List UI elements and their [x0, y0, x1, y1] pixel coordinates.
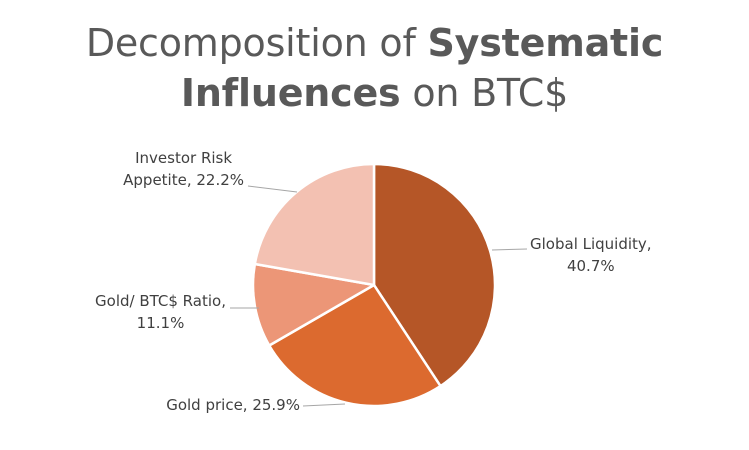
data-label-3-line-2: 11.1% [137, 314, 185, 332]
data-label-4-line-2: Appetite, 22.2% [123, 171, 244, 189]
pie-slice-4 [253, 162, 376, 287]
data-label-4-line-1: Investor Risk [135, 149, 232, 167]
data-label-1-line-1: Global Liquidity, [530, 235, 652, 253]
title-part-1: Decomposition of [85, 21, 428, 65]
title-part-2: on BTC$ [400, 71, 569, 115]
leader-line-1 [491, 248, 528, 251]
leader-lines [230, 185, 528, 407]
title-bold-1: Systematic [427, 21, 664, 65]
pie-slice-2 [267, 283, 442, 408]
title-bold-2: Influences [180, 71, 401, 115]
pie-slice-3 [251, 262, 376, 347]
leader-line-4 [247, 185, 298, 193]
data-label-3-line-1: Gold/ BTC$ Ratio, [95, 292, 226, 310]
pie-slices [251, 162, 497, 408]
data-label-1-line-2: 40.7% [567, 257, 615, 275]
chart-title: Decomposition of Systematic Influences o… [0, 18, 749, 118]
data-labels: Global Liquidity, 40.7% Gold price, 25.9% G… [95, 149, 652, 414]
data-label-2-line-1: Gold price, 25.9% [166, 396, 300, 414]
leader-line-2 [302, 403, 346, 407]
